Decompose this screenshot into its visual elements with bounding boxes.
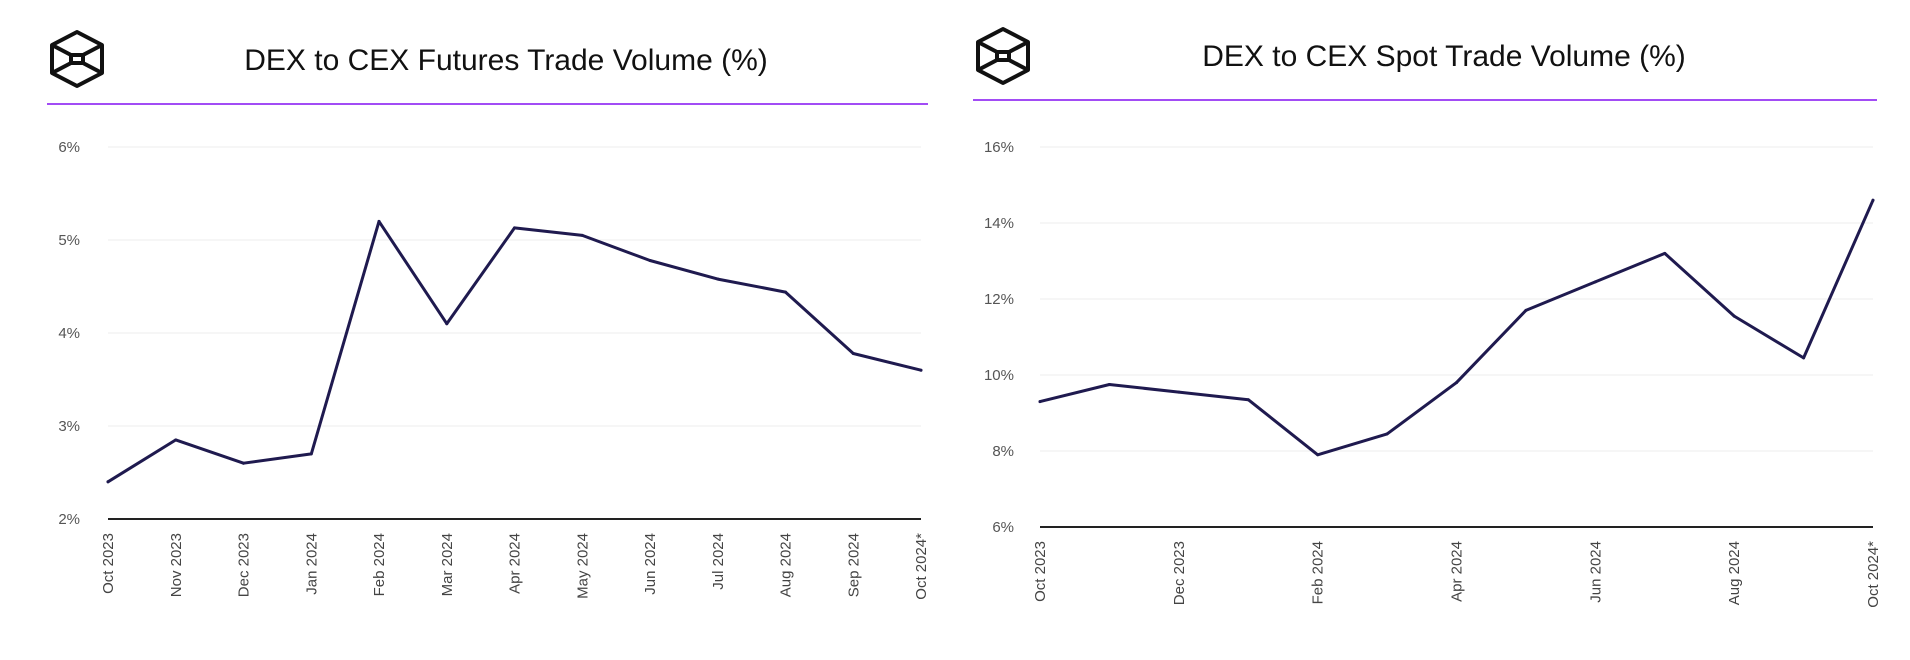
y-tick-label: 6% [992, 519, 1014, 536]
logo-cube-inner [51, 43, 103, 75]
data-point [174, 438, 178, 442]
data-point [1246, 398, 1250, 402]
x-tick-label: May 2024 [574, 533, 591, 599]
y-tick-label: 16% [984, 139, 1014, 156]
y-tick-label: 8% [992, 443, 1014, 460]
y-tick-label: 10% [984, 367, 1014, 384]
x-tick-label: Apr 2024 [1449, 541, 1466, 602]
y-tick-label: 4% [58, 325, 80, 342]
data-point [784, 290, 787, 294]
logo-cube-icon [50, 30, 104, 88]
data-point [106, 480, 110, 484]
data-point [1871, 198, 1875, 202]
data-point [309, 452, 313, 456]
data-point [716, 277, 720, 281]
data-point [1663, 251, 1667, 255]
data-point [445, 322, 449, 326]
x-tick-label: Feb 2024 [1310, 541, 1327, 604]
logo-cube-inner [977, 40, 1029, 72]
x-tick-label: Oct 2023 [1032, 541, 1049, 602]
x-tick-label: Jun 2024 [642, 533, 659, 595]
x-tick-label: Aug 2024 [778, 533, 795, 597]
logo-cube-icon [976, 27, 1030, 85]
x-tick-label: Dec 2023 [236, 533, 253, 597]
data-point [1593, 280, 1597, 284]
logo-cube-outline [50, 30, 104, 88]
data-point [1038, 400, 1042, 404]
x-tick-label: Oct 2024* [913, 533, 930, 600]
data-point [1385, 432, 1389, 436]
data-point [1524, 308, 1528, 312]
chart-panel-1: DEX to CEX Futures Trade Volume (%) 2% 3% 4… [47, 30, 930, 600]
data-point [1732, 314, 1736, 318]
x-tick-label: Dec 2023 [1171, 541, 1188, 605]
x-tick-label: Jul 2024 [710, 533, 727, 590]
series-line [1038, 198, 1875, 457]
x-tick-label: Nov 2023 [168, 533, 185, 597]
y-tick-label: 12% [984, 291, 1014, 308]
x-tick-label: Mar 2024 [439, 533, 456, 596]
data-point [1107, 383, 1111, 386]
y-tick-label: 3% [58, 418, 80, 435]
chart-panel-2: DEX to CEX Spot Trade Volume (%) 6% 8% 10% 1… [973, 27, 1882, 608]
x-tick-label: Apr 2024 [507, 533, 524, 594]
data-point [851, 351, 855, 355]
y-tick-label: 5% [58, 232, 80, 249]
x-tick-label: Jun 2024 [1587, 541, 1604, 603]
logo-cube-outline [976, 27, 1030, 85]
data-point [1802, 356, 1806, 360]
data-point [648, 258, 652, 262]
data-point [1177, 390, 1181, 394]
series-line [106, 219, 923, 484]
data-point [1316, 453, 1320, 457]
x-tick-label: Sep 2024 [845, 533, 862, 597]
x-tick-label: Oct 2024* [1865, 541, 1882, 608]
y-tick-label: 6% [58, 139, 80, 156]
data-point [242, 461, 245, 465]
chart-title: DEX to CEX Futures Trade Volume (%) [244, 44, 768, 77]
x-tick-label: Feb 2024 [371, 533, 388, 596]
x-tick-label: Aug 2024 [1726, 541, 1743, 605]
x-tick-label: Jan 2024 [303, 533, 320, 595]
data-point [377, 219, 381, 223]
y-tick-label: 2% [58, 511, 80, 528]
data-point [919, 368, 923, 372]
data-point [513, 226, 516, 230]
data-point [580, 233, 584, 237]
y-tick-label: 14% [984, 215, 1014, 232]
chart-title: DEX to CEX Spot Trade Volume (%) [1202, 40, 1686, 73]
x-tick-label: Oct 2023 [100, 533, 117, 594]
data-point [1455, 381, 1458, 385]
